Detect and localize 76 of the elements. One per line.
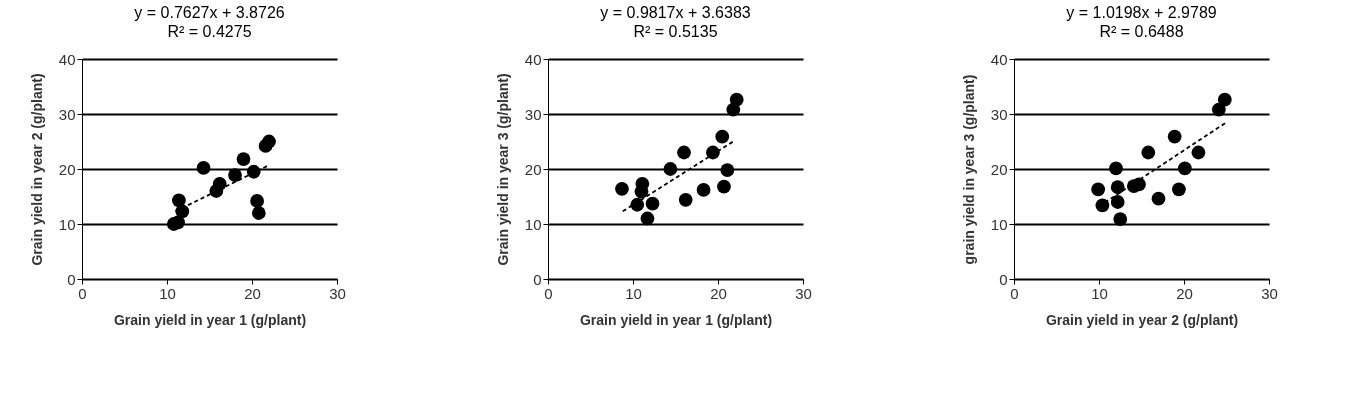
x-tick-label: 30 [795,284,812,302]
chart-subtitle: R² = 0.6488 [1099,23,1184,40]
point [196,161,211,175]
point [1172,182,1186,197]
chart-subtitle: R² = 0.5135 [633,23,718,40]
point [678,192,693,207]
x-tick-label: 10 [159,284,176,302]
y-axis-title: Grain yield in year 2 (g/plant) [28,73,45,266]
y-tick-label: 30 [524,105,542,123]
point [228,168,242,182]
point [1110,180,1125,195]
x-tick-label: 30 [1261,284,1278,302]
x-axis-title: Grain yield in year 1 (g/plant) [579,311,773,328]
x-tick-label: 30 [329,284,346,302]
point [1110,195,1125,209]
point [172,193,186,208]
x-axis-title: Grain yield in year 1 (g/plant) [113,311,307,328]
point [663,162,678,176]
x-tick-label: 0 [78,284,87,302]
y-axis-title: Grain yield in year 3 (g/plant) [494,73,511,266]
point [640,211,655,226]
y-tick-label: 20 [990,160,1008,178]
point [171,215,185,230]
chart-title: y = 1.0198x + 2.9789 [1066,4,1217,21]
y-tick-label: 40 [524,50,542,68]
y-axis-title: grain yield in year 3 (g/plant) [960,74,977,265]
point [251,206,266,220]
point [1113,212,1128,226]
x-tick-label: 20 [710,284,727,302]
chart-subtitle: R² = 0.4275 [167,23,252,40]
point [645,196,660,211]
point [1141,145,1156,160]
point [250,194,264,208]
chart-title: y = 0.7627x + 3.8726 [134,4,285,21]
y-tick-label: 0 [999,270,1008,288]
x-tick-label: 10 [625,284,642,302]
point [630,197,645,212]
point [729,92,744,107]
point [715,129,730,144]
y-tick-label: 10 [990,215,1008,233]
y-tick-label: 20 [524,160,542,178]
y-tick-label: 30 [58,105,76,123]
y-tick-label: 0 [67,270,76,288]
y-tick-label: 0 [533,270,542,288]
point [262,134,276,149]
point [720,163,735,177]
x-tick-label: 0 [544,284,553,302]
point [1167,129,1182,144]
y-tick-label: 10 [58,215,76,233]
point [1109,161,1123,176]
point [634,184,649,199]
y-tick-label: 10 [524,215,542,233]
x-axis-title: Grain yield in year 2 (g/plant) [1045,311,1239,328]
point [1211,102,1226,117]
y-tick-label: 40 [990,50,1008,68]
point [1091,182,1106,197]
y-tick-label: 40 [58,50,76,68]
x-tick-label: 20 [244,284,261,302]
point [615,181,629,196]
point [1217,92,1232,107]
point [1177,161,1192,176]
point [212,176,227,191]
y-tick-label: 20 [58,160,76,178]
point [1132,177,1146,192]
chart-title: y = 0.9817x + 3.6383 [600,4,751,21]
x-tick-label: 10 [1091,284,1108,302]
x-tick-label: 0 [1010,284,1019,302]
point [236,152,251,166]
point [717,179,731,194]
x-tick-label: 20 [1176,284,1193,302]
point [1151,191,1166,206]
point [696,183,711,197]
point [677,145,691,160]
point [246,164,261,179]
y-tick-label: 30 [990,105,1008,123]
point [1191,145,1206,160]
